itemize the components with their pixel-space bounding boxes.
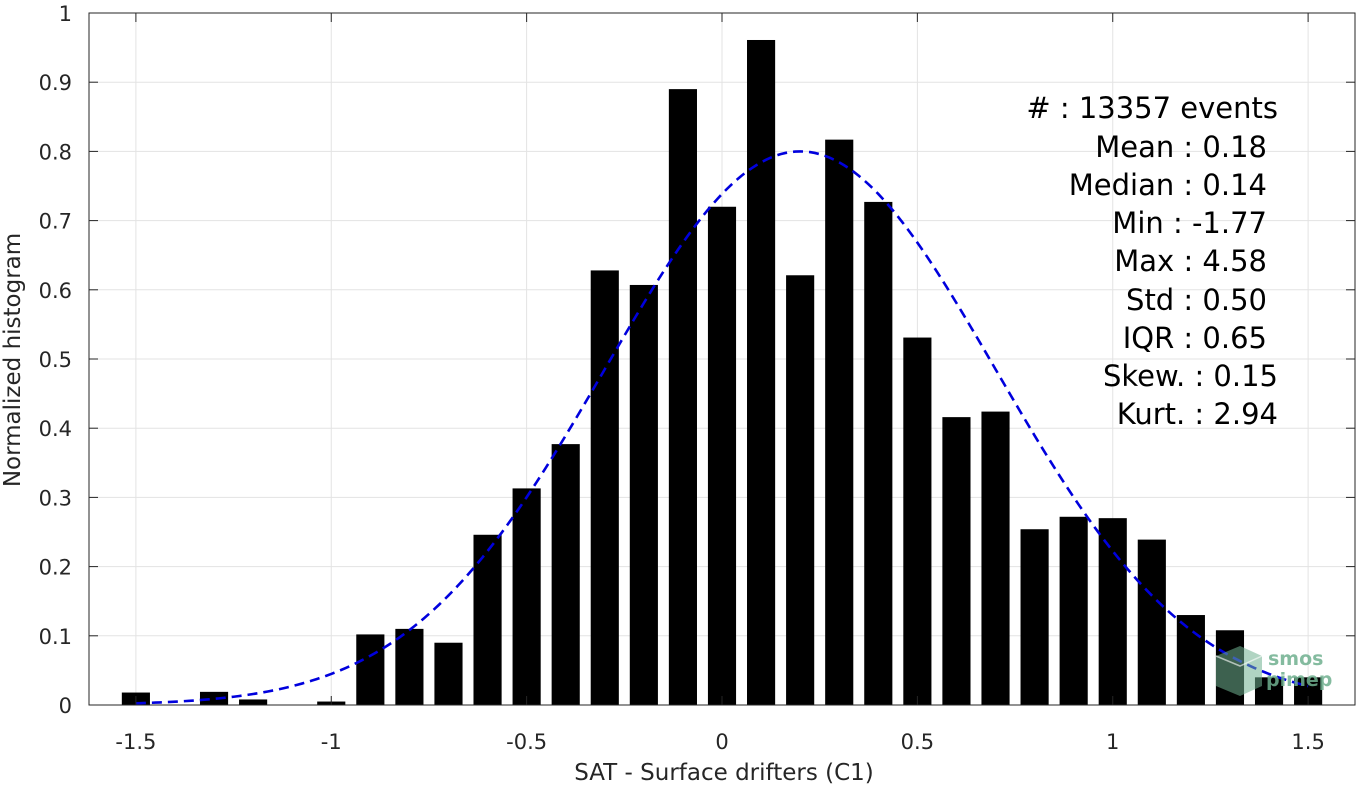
x-axis-ticks: -1.5 -1 -0.5 0 0.5 1 1.5 bbox=[115, 13, 1325, 754]
histogram-bar bbox=[239, 699, 268, 705]
bar-series bbox=[121, 39, 1323, 706]
y-tick-label: 0.9 bbox=[39, 71, 72, 95]
histogram-bar bbox=[473, 534, 502, 705]
logo-text-pimep: pimep bbox=[1266, 669, 1332, 691]
x-tick-label: 1 bbox=[1106, 730, 1119, 754]
stat-min: Min : -1.77 bbox=[1112, 206, 1267, 240]
y-tick-label: 0.1 bbox=[39, 625, 72, 649]
stat-std: Std : 0.50 bbox=[1126, 283, 1267, 317]
histogram-bar bbox=[864, 201, 893, 705]
y-tick-label: 0.2 bbox=[39, 556, 72, 580]
y-tick-label: 0.7 bbox=[39, 210, 72, 234]
histogram-bar bbox=[981, 411, 1010, 705]
histogram-bar bbox=[1098, 518, 1127, 705]
histogram-bar bbox=[668, 89, 697, 706]
x-axis-title: SAT - Surface drifters (C1) bbox=[574, 760, 874, 785]
y-tick-label: 0.6 bbox=[39, 279, 72, 303]
histogram-bar bbox=[903, 337, 932, 705]
histogram-bar bbox=[395, 628, 424, 705]
smos-pimep-logo: smos pimep bbox=[1215, 646, 1332, 696]
statistics-annotation: # : 13357 events Mean : 0.18 Median : 0.… bbox=[1026, 91, 1278, 431]
x-tick-label: 1.5 bbox=[1291, 730, 1324, 754]
normal-fit-curve bbox=[135, 150, 1309, 705]
histogram-bar bbox=[356, 634, 385, 705]
x-tick-label: -1 bbox=[321, 730, 342, 754]
histogram-bar bbox=[434, 642, 463, 705]
histogram-bar bbox=[590, 270, 619, 705]
x-tick-label: 0.5 bbox=[901, 730, 934, 754]
y-tick-label: 0.5 bbox=[39, 348, 72, 372]
histogram-bar bbox=[747, 39, 776, 706]
y-tick-label: 1 bbox=[59, 2, 72, 26]
x-tick-label: -0.5 bbox=[506, 730, 547, 754]
histogram-bar bbox=[1020, 529, 1049, 705]
histogram-bar bbox=[199, 691, 229, 705]
histogram-bar bbox=[825, 139, 854, 706]
histogram-bar bbox=[551, 444, 580, 705]
histogram-bar bbox=[786, 275, 815, 705]
histogram-bar bbox=[707, 206, 737, 705]
histogram-bar bbox=[1137, 539, 1166, 705]
histogram-bar bbox=[512, 488, 541, 705]
logo-text-smos: smos bbox=[1268, 648, 1323, 670]
x-tick-label: 0 bbox=[715, 730, 728, 754]
stat-iqr: IQR : 0.65 bbox=[1123, 321, 1267, 355]
y-axis-title: Normalized histogram bbox=[0, 233, 26, 487]
y-tick-label: 0.8 bbox=[39, 140, 72, 164]
y-tick-label: 0.3 bbox=[39, 486, 72, 510]
logo-cube-edges bbox=[1215, 655, 1263, 667]
stat-mean: Mean : 0.18 bbox=[1095, 130, 1267, 164]
histogram-bar bbox=[629, 284, 658, 705]
stat-median: Median : 0.14 bbox=[1069, 168, 1267, 202]
logo-cube-icon bbox=[1216, 646, 1262, 696]
histogram-bar bbox=[1176, 615, 1205, 705]
stat-events: # : 13357 events bbox=[1026, 91, 1278, 125]
y-tick-label: 0 bbox=[59, 694, 72, 718]
histogram-bar bbox=[942, 417, 971, 705]
y-axis-ticks: 0 0.1 0.2 0.3 0.4 0.5 0.6 0.7 0.8 0.9 1 bbox=[39, 2, 1355, 718]
stat-max: Max : 4.58 bbox=[1114, 244, 1267, 278]
stat-skew: Skew. : 0.15 bbox=[1103, 359, 1278, 393]
stat-kurt: Kurt. : 2.94 bbox=[1117, 397, 1278, 431]
x-tick-label: -1.5 bbox=[115, 730, 156, 754]
histogram-bar bbox=[1059, 516, 1088, 705]
y-tick-label: 0.4 bbox=[39, 417, 72, 441]
